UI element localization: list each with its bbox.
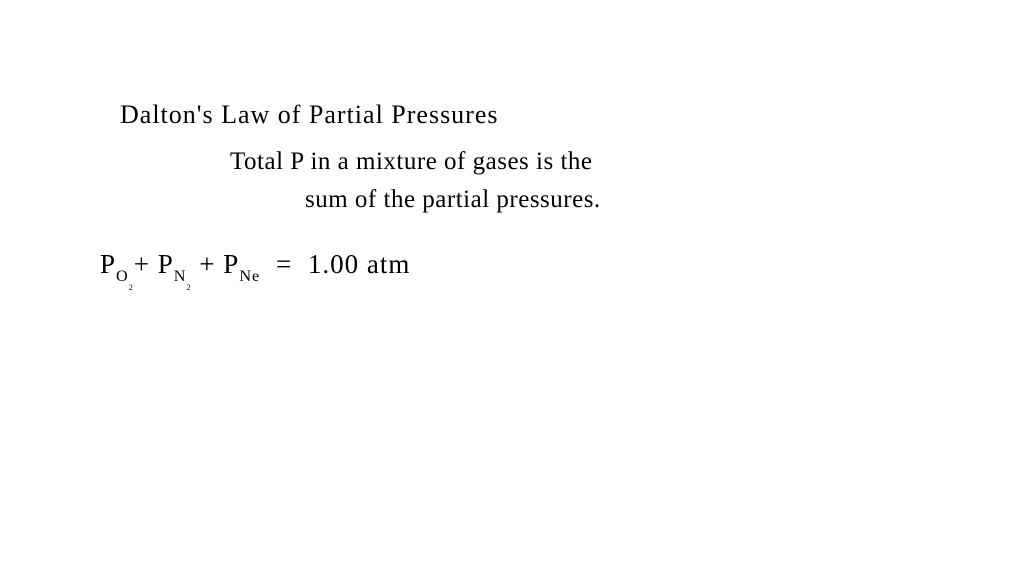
rhs-value: 1.00 atm: [308, 249, 411, 279]
equation-line: PO2+ PN2 + PNe = 1.00 atm: [100, 249, 920, 286]
handwritten-notes: Dalton's Law of Partial Pressures Total …: [120, 100, 920, 286]
term-PNe: PNe: [223, 249, 260, 279]
definition-line-1: Total P in a mixture of gases is the: [230, 148, 920, 176]
plus-1: +: [134, 249, 150, 279]
term-PN2: PN2: [158, 249, 192, 279]
plus-2: +: [199, 249, 215, 279]
definition-line-2: sum of the partial pressures.: [305, 186, 920, 214]
title-line: Dalton's Law of Partial Pressures: [120, 100, 920, 130]
equals-sign: =: [276, 249, 292, 280]
term-PO2: PO2: [100, 249, 134, 279]
